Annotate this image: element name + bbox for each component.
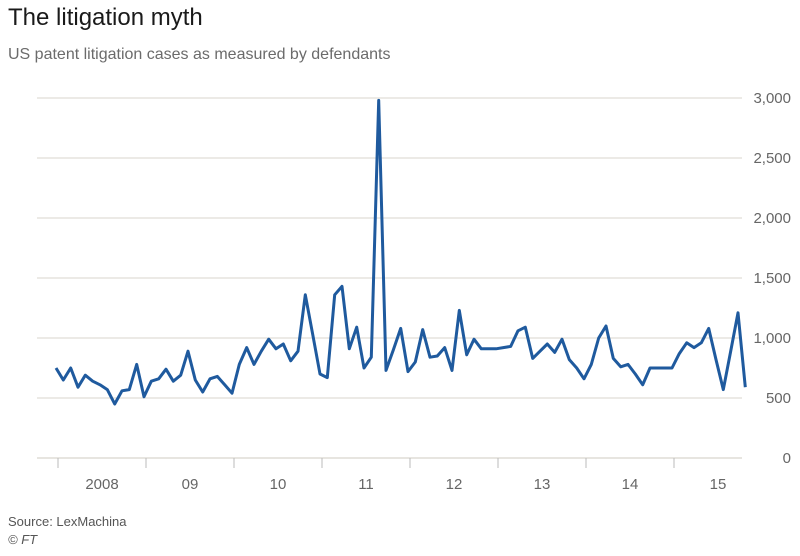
y-tick-label: 2,000 [753, 210, 791, 227]
copyright-note: © FT [8, 532, 37, 547]
x-tick-label: 09 [182, 476, 199, 493]
y-tick-label: 0 [783, 450, 791, 467]
x-tick-label: 10 [270, 476, 287, 493]
y-tick-label: 3,000 [753, 90, 791, 107]
y-tick-label: 1,000 [753, 330, 791, 347]
source-note: Source: LexMachina [8, 514, 127, 529]
x-tick-label: 15 [710, 476, 727, 493]
x-tick-label: 13 [534, 476, 551, 493]
x-tick-label: 14 [622, 476, 639, 493]
series-line [56, 100, 745, 404]
x-tick-label: 11 [358, 476, 374, 493]
x-tick-label: 2008 [85, 476, 118, 493]
y-tick-label: 1,500 [753, 270, 791, 287]
y-tick-label: 500 [766, 390, 791, 407]
x-tick-label: 12 [446, 476, 463, 493]
y-tick-label: 2,500 [753, 150, 791, 167]
